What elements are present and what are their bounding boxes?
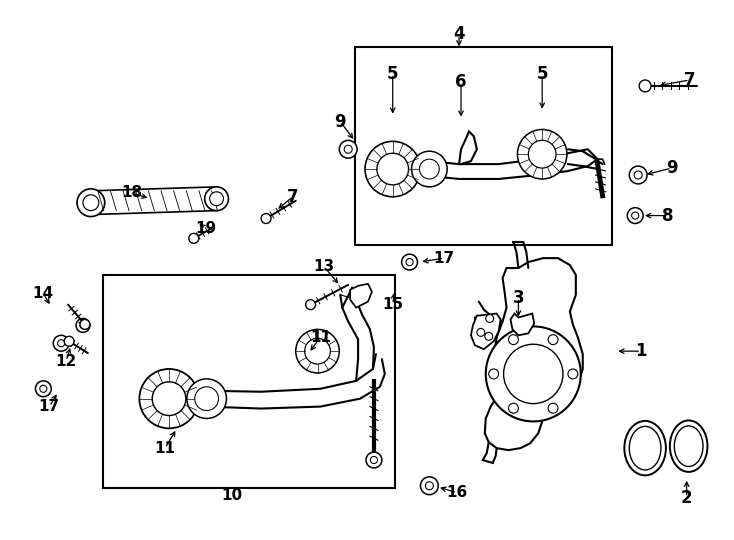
Polygon shape (471, 314, 501, 349)
Polygon shape (350, 284, 372, 308)
Circle shape (261, 214, 271, 224)
Text: 5: 5 (537, 65, 548, 83)
Polygon shape (459, 131, 477, 164)
Circle shape (629, 166, 647, 184)
Circle shape (57, 340, 65, 347)
Text: 4: 4 (453, 25, 465, 43)
Circle shape (628, 208, 643, 224)
Text: 2: 2 (681, 489, 692, 507)
Circle shape (504, 344, 563, 403)
Text: 19: 19 (195, 221, 217, 236)
Circle shape (205, 187, 228, 211)
Text: 9: 9 (666, 159, 677, 177)
Circle shape (365, 141, 421, 197)
Circle shape (568, 369, 578, 379)
Circle shape (548, 403, 558, 413)
Text: 11: 11 (310, 330, 331, 345)
Ellipse shape (675, 426, 703, 467)
Text: 7: 7 (684, 71, 695, 89)
Circle shape (639, 80, 651, 92)
Circle shape (486, 314, 494, 322)
Circle shape (371, 456, 377, 463)
Ellipse shape (670, 421, 708, 472)
Circle shape (366, 452, 382, 468)
Bar (103, 275, 395, 488)
Ellipse shape (625, 421, 666, 475)
Text: 12: 12 (56, 354, 77, 369)
Text: 13: 13 (313, 259, 334, 274)
Circle shape (187, 379, 227, 418)
Circle shape (634, 171, 642, 179)
Circle shape (339, 140, 357, 158)
Circle shape (195, 387, 219, 410)
Circle shape (80, 322, 86, 328)
Text: 5: 5 (387, 65, 399, 83)
Circle shape (419, 159, 439, 179)
Text: 17: 17 (434, 251, 455, 266)
Text: 9: 9 (335, 112, 346, 131)
Circle shape (401, 254, 418, 270)
Ellipse shape (629, 427, 661, 470)
Circle shape (509, 335, 518, 345)
Circle shape (377, 153, 409, 185)
Text: 18: 18 (121, 185, 142, 200)
Circle shape (80, 320, 90, 329)
Circle shape (509, 403, 518, 413)
Circle shape (305, 338, 330, 364)
Circle shape (425, 482, 433, 490)
Circle shape (548, 335, 558, 345)
Text: 10: 10 (221, 488, 242, 503)
Circle shape (517, 130, 567, 179)
Circle shape (486, 326, 581, 421)
Circle shape (296, 329, 339, 373)
Circle shape (76, 319, 90, 332)
Text: 3: 3 (512, 289, 524, 307)
Circle shape (83, 195, 99, 211)
Circle shape (406, 259, 413, 266)
Circle shape (305, 300, 316, 309)
Circle shape (152, 382, 186, 415)
Text: 7: 7 (287, 188, 299, 206)
Circle shape (40, 385, 47, 393)
Text: 8: 8 (662, 207, 674, 225)
Polygon shape (484, 258, 583, 450)
Circle shape (64, 336, 74, 346)
Text: 6: 6 (455, 73, 467, 91)
Circle shape (54, 335, 69, 351)
Circle shape (412, 151, 447, 187)
Polygon shape (511, 314, 534, 335)
Text: 1: 1 (636, 342, 647, 360)
Circle shape (35, 381, 51, 397)
Circle shape (139, 369, 199, 428)
Text: 16: 16 (446, 485, 468, 500)
Text: 11: 11 (155, 441, 175, 456)
Circle shape (77, 189, 105, 217)
Circle shape (484, 332, 493, 340)
Circle shape (528, 140, 556, 168)
Circle shape (421, 477, 438, 495)
Circle shape (189, 233, 199, 244)
Circle shape (477, 328, 484, 336)
Text: 14: 14 (33, 286, 54, 301)
Text: 15: 15 (382, 297, 403, 312)
Bar (355, 48, 612, 245)
Circle shape (210, 192, 223, 206)
Circle shape (632, 212, 639, 219)
Text: 17: 17 (39, 399, 60, 414)
Polygon shape (91, 187, 217, 214)
Circle shape (344, 145, 352, 153)
Circle shape (489, 369, 498, 379)
